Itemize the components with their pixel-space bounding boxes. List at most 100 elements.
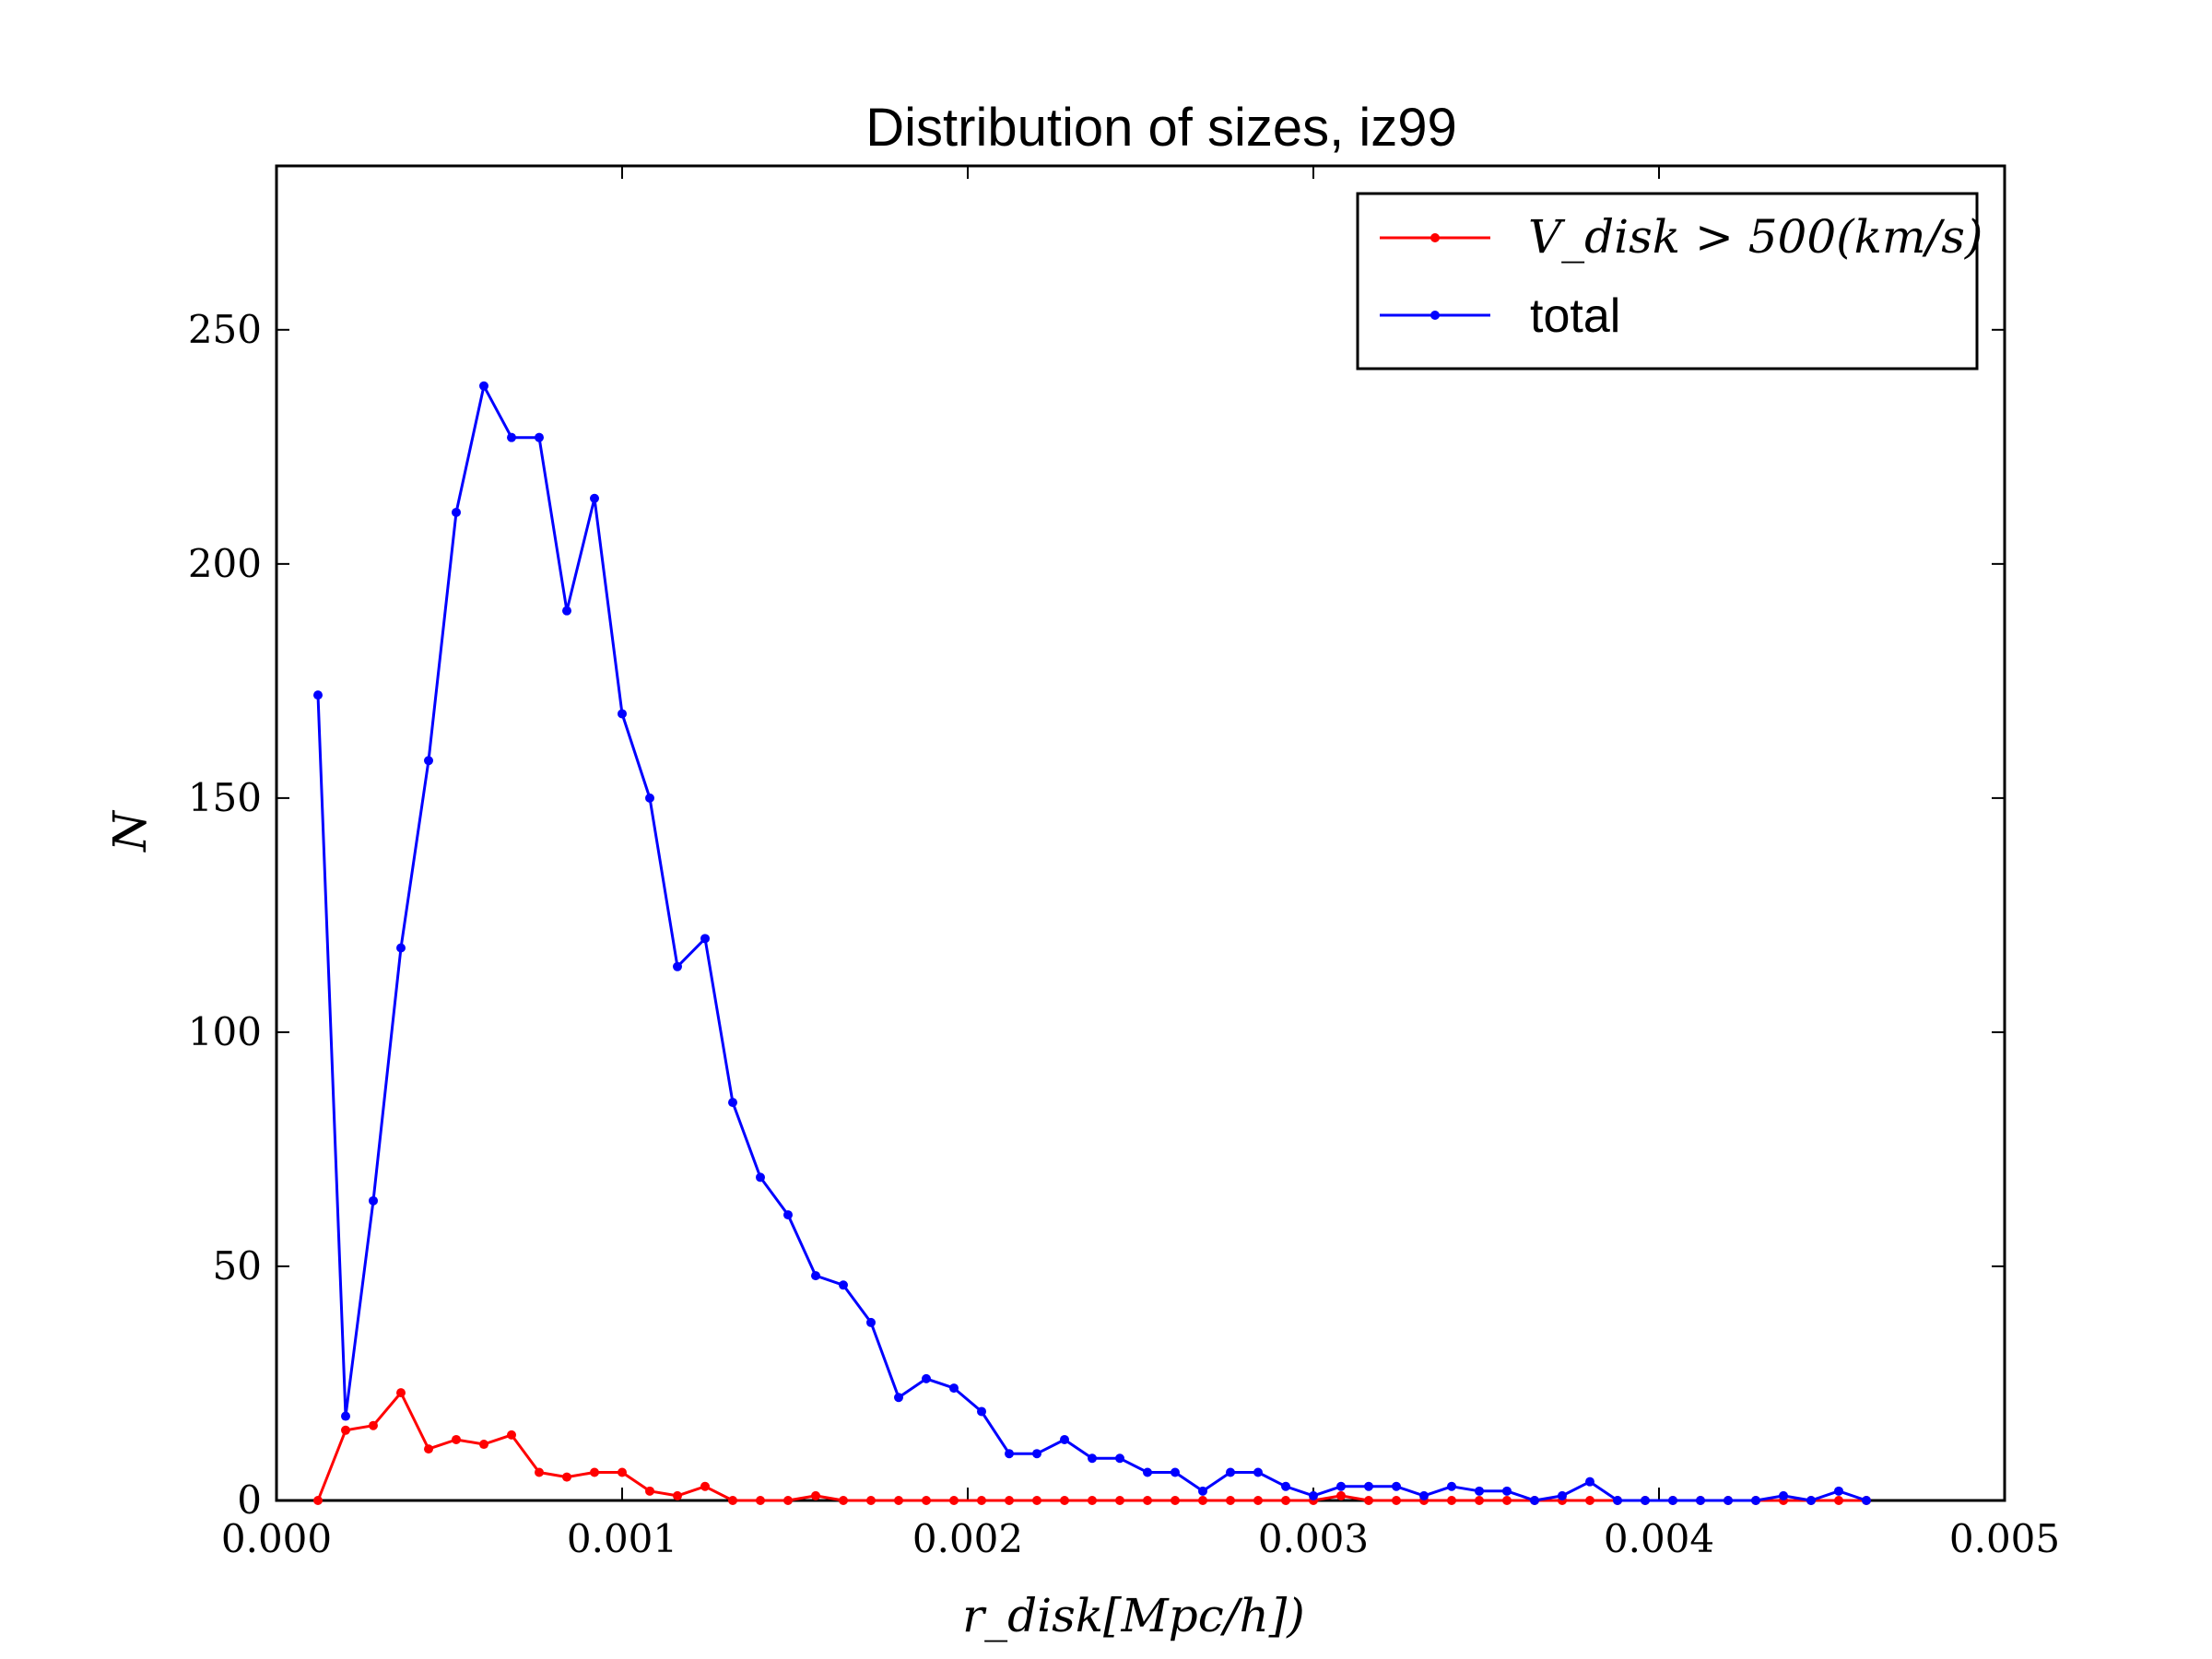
- series-1: [313, 381, 1871, 1505]
- data-point-1-30: [1143, 1467, 1152, 1477]
- legend-marker-blue: [1430, 311, 1440, 320]
- data-point-0-46: [1585, 1496, 1594, 1505]
- y-tick-label-0: 0: [237, 1477, 262, 1523]
- data-point-1-24: [977, 1406, 986, 1417]
- ticks: [276, 166, 2006, 1501]
- data-point-0-11: [618, 1467, 627, 1477]
- y-tick-label-4: 200: [188, 541, 262, 586]
- data-point-1-10: [590, 493, 599, 503]
- data-point-0-35: [1281, 1496, 1290, 1505]
- legend-label-vdisk: V_disk > 500(km/s): [1528, 210, 1983, 264]
- data-point-0-22: [922, 1496, 931, 1505]
- data-point-0-28: [1088, 1496, 1097, 1505]
- data-point-1-16: [756, 1172, 765, 1182]
- data-point-0-19: [839, 1496, 848, 1505]
- data-point-1-14: [700, 934, 710, 944]
- legend-marker-red: [1430, 233, 1440, 242]
- data-point-1-25: [1005, 1449, 1014, 1459]
- y-axis-label: N: [103, 809, 157, 853]
- data-point-1-3: [396, 943, 406, 953]
- x-tick-labels: 0.000 0.001 0.002 0.003 0.004 0.005: [221, 1516, 2060, 1561]
- data-point-0-55: [1834, 1496, 1843, 1505]
- data-point-0-23: [949, 1496, 959, 1505]
- data-point-0-17: [783, 1496, 793, 1505]
- data-point-1-39: [1392, 1481, 1401, 1491]
- data-point-0-42: [1475, 1496, 1484, 1505]
- data-point-1-56: [1862, 1496, 1871, 1505]
- series-layer: [313, 381, 1871, 1505]
- data-point-0-10: [590, 1467, 599, 1477]
- data-point-1-42: [1475, 1486, 1484, 1496]
- data-point-1-47: [1613, 1496, 1622, 1505]
- data-point-1-27: [1060, 1434, 1069, 1444]
- data-point-0-16: [756, 1496, 765, 1505]
- data-point-1-48: [1641, 1496, 1650, 1505]
- data-point-1-40: [1419, 1490, 1429, 1500]
- data-point-1-44: [1530, 1496, 1539, 1505]
- data-point-1-37: [1336, 1481, 1346, 1491]
- data-point-0-41: [1447, 1496, 1456, 1505]
- data-point-1-0: [313, 690, 323, 700]
- data-point-1-11: [618, 709, 627, 719]
- data-point-1-6: [479, 381, 488, 391]
- data-point-0-32: [1198, 1496, 1207, 1505]
- data-point-1-4: [424, 756, 433, 766]
- data-point-0-15: [728, 1496, 737, 1505]
- data-point-1-5: [452, 507, 461, 517]
- data-point-1-49: [1668, 1496, 1677, 1505]
- x-tick-label-3: 0.003: [1258, 1516, 1369, 1561]
- plot-area: [275, 164, 2006, 1505]
- data-point-0-26: [1032, 1496, 1041, 1505]
- data-point-1-46: [1585, 1477, 1594, 1487]
- data-point-0-21: [894, 1496, 903, 1505]
- data-point-0-37: [1336, 1490, 1346, 1500]
- y-tick-label-1: 50: [213, 1243, 262, 1288]
- data-point-0-2: [369, 1420, 378, 1430]
- data-point-1-21: [894, 1393, 903, 1403]
- data-point-1-23: [949, 1383, 959, 1394]
- data-point-0-3: [396, 1388, 406, 1398]
- data-point-1-13: [673, 961, 682, 971]
- data-point-1-35: [1281, 1481, 1290, 1491]
- data-point-1-43: [1502, 1486, 1512, 1496]
- data-point-0-7: [507, 1430, 516, 1440]
- data-point-0-33: [1226, 1496, 1235, 1505]
- data-point-1-17: [783, 1210, 793, 1220]
- data-point-0-39: [1392, 1496, 1401, 1505]
- data-point-1-7: [507, 432, 516, 442]
- x-tick-label-2: 0.002: [912, 1516, 1023, 1561]
- data-point-0-38: [1364, 1496, 1373, 1505]
- x-tick-label-5: 0.005: [1949, 1516, 2060, 1561]
- data-point-1-54: [1806, 1496, 1816, 1505]
- data-point-0-34: [1253, 1496, 1263, 1505]
- data-point-1-36: [1309, 1490, 1318, 1500]
- data-point-0-1: [341, 1425, 350, 1435]
- data-point-1-20: [866, 1317, 876, 1327]
- data-point-1-2: [369, 1195, 378, 1206]
- data-point-0-30: [1143, 1496, 1152, 1505]
- x-tick-label-1: 0.001: [567, 1516, 677, 1561]
- y-tick-label-3: 150: [188, 775, 262, 820]
- data-point-0-5: [452, 1434, 461, 1444]
- data-point-0-13: [673, 1490, 682, 1500]
- data-point-1-52: [1751, 1496, 1760, 1505]
- data-point-1-1: [341, 1411, 350, 1421]
- data-point-1-31: [1171, 1467, 1180, 1477]
- data-point-1-28: [1088, 1453, 1097, 1464]
- data-point-1-50: [1696, 1496, 1705, 1505]
- data-point-0-0: [313, 1496, 323, 1505]
- x-axis-label: r_disk[Mpc/h]): [962, 1589, 1305, 1642]
- data-point-1-38: [1364, 1481, 1373, 1491]
- data-point-0-20: [866, 1496, 876, 1505]
- data-point-0-25: [1005, 1496, 1014, 1505]
- data-point-0-12: [645, 1486, 654, 1496]
- data-point-1-32: [1198, 1486, 1207, 1496]
- data-point-1-55: [1834, 1486, 1843, 1496]
- legend-label-total: total: [1530, 289, 1620, 343]
- data-point-1-33: [1226, 1467, 1235, 1477]
- data-point-0-4: [424, 1444, 433, 1454]
- y-tick-label-2: 100: [188, 1009, 262, 1054]
- data-point-1-26: [1032, 1449, 1041, 1459]
- data-point-1-51: [1724, 1496, 1733, 1505]
